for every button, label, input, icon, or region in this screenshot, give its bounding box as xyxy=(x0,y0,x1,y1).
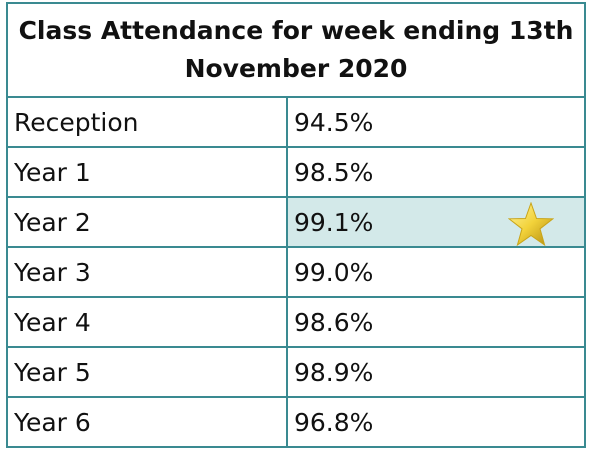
attendance-table: Class Attendance for week ending 13th No… xyxy=(6,2,586,448)
class-name: Year 1 xyxy=(6,146,288,198)
attendance: 98.9% xyxy=(286,346,586,398)
attendance: 96.8% xyxy=(286,396,586,448)
table-title: Class Attendance for week ending 13th No… xyxy=(6,2,586,98)
class-name: Year 4 xyxy=(6,296,288,348)
attendance: 99.0% xyxy=(286,246,586,298)
class-name: Year 3 xyxy=(6,246,288,298)
row: Year 3 99.0% xyxy=(6,246,586,298)
row: Year 1 98.5% xyxy=(6,146,586,198)
attendance: 98.6% xyxy=(286,296,586,348)
row: Reception 94.5% xyxy=(6,96,586,148)
attendance: 98.5% xyxy=(286,146,586,198)
attendance-highlight: 99.1% xyxy=(286,196,586,248)
row: Year 4 98.6% xyxy=(6,296,586,348)
attendance: 94.5% xyxy=(286,96,586,148)
row: Year 2 99.1% xyxy=(6,196,586,248)
title-row: Class Attendance for week ending 13th No… xyxy=(6,2,586,98)
class-name: Reception xyxy=(6,96,288,148)
row: Year 5 98.9% xyxy=(6,346,586,398)
star-icon xyxy=(508,202,554,246)
row: Year 6 96.8% xyxy=(6,396,586,448)
class-name: Year 2 xyxy=(6,196,288,248)
class-name: Year 6 xyxy=(6,396,288,448)
class-name: Year 5 xyxy=(6,346,288,398)
attendance: 99.1% xyxy=(294,207,374,237)
